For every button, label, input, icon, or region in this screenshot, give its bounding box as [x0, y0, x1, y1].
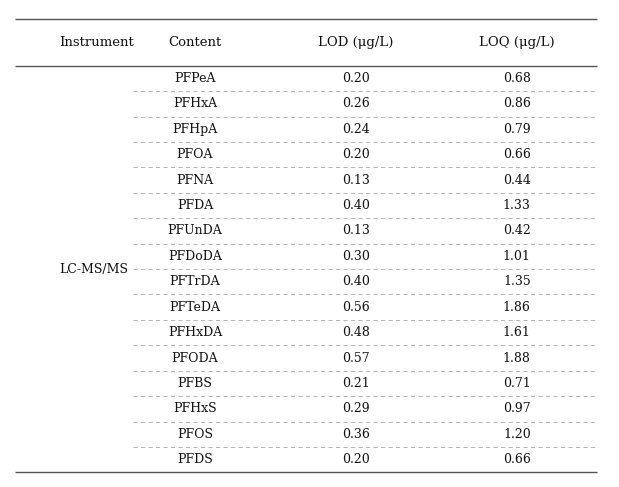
Text: 0.68: 0.68	[503, 72, 531, 85]
Text: 0.79: 0.79	[503, 123, 530, 136]
Text: PFHpA: PFHpA	[172, 123, 218, 136]
Text: 0.86: 0.86	[503, 97, 531, 111]
Text: PFHxS: PFHxS	[173, 402, 217, 415]
Text: 0.71: 0.71	[503, 377, 530, 390]
Text: 0.66: 0.66	[503, 148, 531, 161]
Text: 1.20: 1.20	[503, 428, 530, 441]
Text: PFTrDA: PFTrDA	[170, 275, 220, 288]
Text: 0.20: 0.20	[342, 453, 370, 466]
Text: 0.97: 0.97	[503, 402, 530, 415]
Text: PFDS: PFDS	[177, 453, 213, 466]
Text: 1.01: 1.01	[503, 250, 531, 263]
Text: 1.61: 1.61	[503, 326, 531, 339]
Text: PFODA: PFODA	[171, 352, 219, 365]
Text: Instrument: Instrument	[59, 36, 134, 49]
Text: 0.44: 0.44	[503, 173, 531, 187]
Text: PFOS: PFOS	[177, 428, 213, 441]
Text: 0.20: 0.20	[342, 148, 370, 161]
Text: 0.66: 0.66	[503, 453, 531, 466]
Text: 0.21: 0.21	[342, 377, 370, 390]
Text: 0.48: 0.48	[342, 326, 370, 339]
Text: PFBS: PFBS	[178, 377, 212, 390]
Text: Content: Content	[168, 36, 222, 49]
Text: 0.36: 0.36	[342, 428, 370, 441]
Text: PFNA: PFNA	[176, 173, 214, 187]
Text: LOD (μg/L): LOD (μg/L)	[318, 36, 394, 49]
Text: 0.30: 0.30	[342, 250, 370, 263]
Text: 0.24: 0.24	[342, 123, 370, 136]
Text: LC-MS/MS: LC-MS/MS	[59, 262, 128, 276]
Text: 0.57: 0.57	[342, 352, 370, 365]
Text: PFDoDA: PFDoDA	[168, 250, 222, 263]
Text: 1.35: 1.35	[503, 275, 530, 288]
Text: PFDA: PFDA	[177, 199, 213, 212]
Text: PFTeDA: PFTeDA	[170, 300, 220, 314]
Text: 0.29: 0.29	[342, 402, 370, 415]
Text: 1.86: 1.86	[503, 300, 531, 314]
Text: 0.40: 0.40	[342, 199, 370, 212]
Text: PFOA: PFOA	[177, 148, 213, 161]
Text: 0.40: 0.40	[342, 275, 370, 288]
Text: 0.56: 0.56	[342, 300, 370, 314]
Text: 0.42: 0.42	[503, 225, 530, 238]
Text: 1.88: 1.88	[503, 352, 531, 365]
Text: 1.33: 1.33	[503, 199, 531, 212]
Text: PFUnDA: PFUnDA	[168, 225, 222, 238]
Text: PFHxA: PFHxA	[173, 97, 217, 111]
Text: LOQ (μg/L): LOQ (μg/L)	[479, 36, 555, 49]
Text: 0.20: 0.20	[342, 72, 370, 85]
Text: PFPeA: PFPeA	[174, 72, 216, 85]
Text: 0.13: 0.13	[342, 173, 370, 187]
Text: 0.13: 0.13	[342, 225, 370, 238]
Text: 0.26: 0.26	[342, 97, 370, 111]
Text: PFHxDA: PFHxDA	[168, 326, 222, 339]
